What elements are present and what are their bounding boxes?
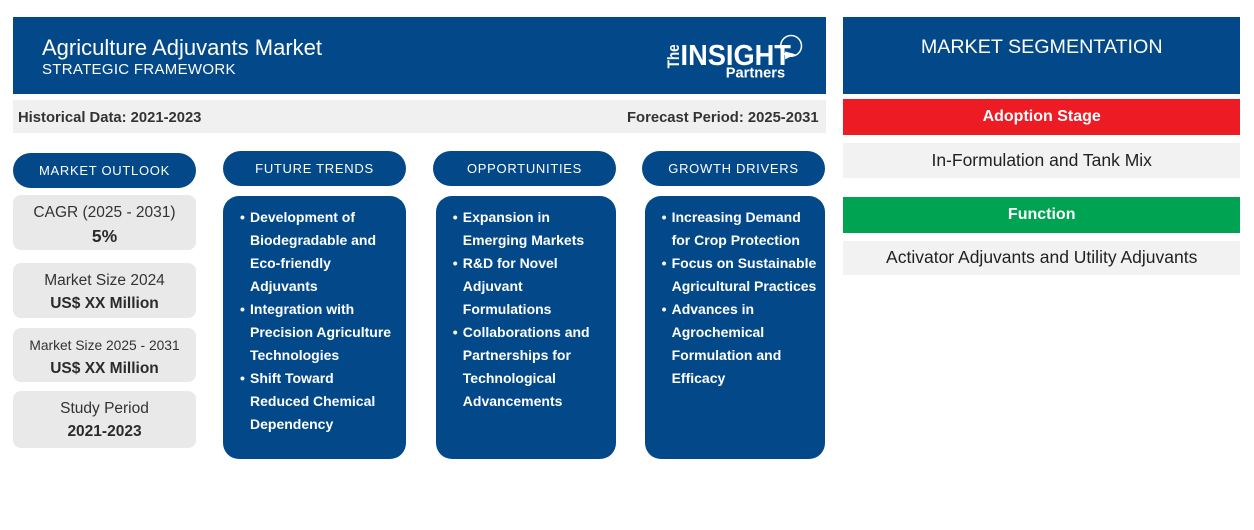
svg-text:INSIGHT: INSIGHT xyxy=(681,39,791,71)
svg-text:The: The xyxy=(665,44,683,68)
svg-text:Partners: Partners xyxy=(726,64,785,81)
